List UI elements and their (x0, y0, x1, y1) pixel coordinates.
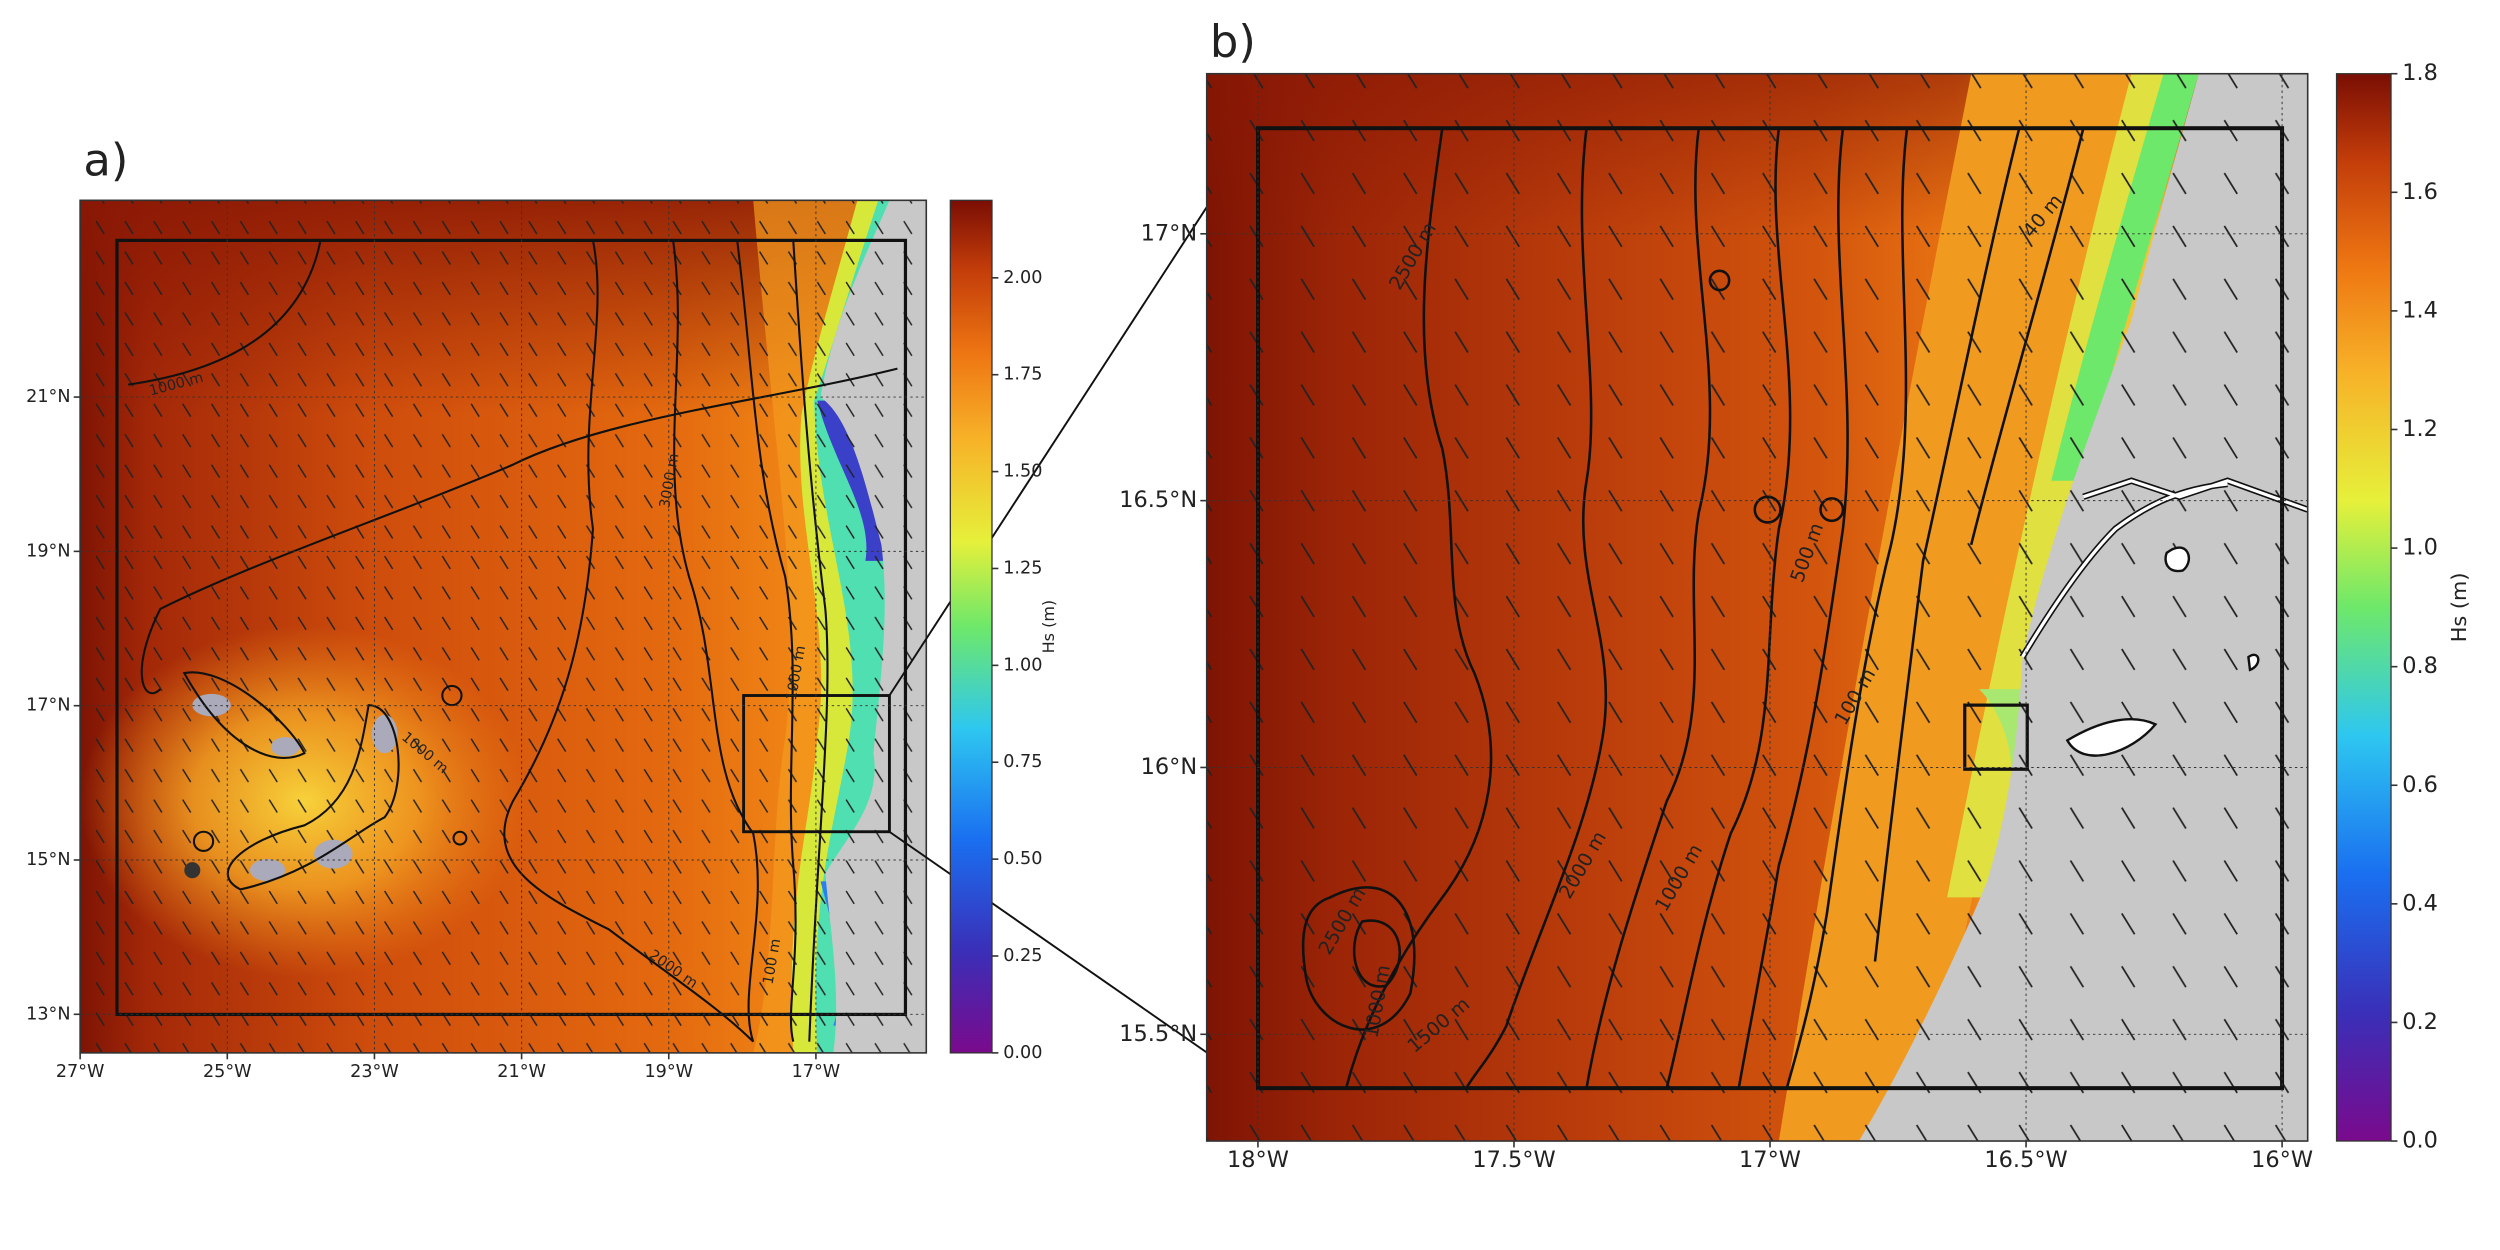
colorbar (949, 199, 993, 1054)
y-tick-label: 15.5°N (1119, 1021, 1197, 1047)
inset-box (1963, 703, 2029, 771)
colorbar-tick-label: 0.4 (2402, 890, 2438, 916)
x-tick-label: 16°W (2251, 1147, 2313, 1173)
zoom-line (888, 127, 1259, 697)
y-tick-label: 16°N (1141, 754, 1198, 780)
colorbar-tick-label: 1.4 (2402, 297, 2438, 323)
colorbar-tick-label: 1.2 (2402, 416, 2438, 442)
colorbar-tick-label: 1.8 (2402, 60, 2438, 86)
colorbar-tick-label: 1.25 (1003, 558, 1042, 578)
colorbar (2335, 73, 2392, 1142)
colorbar-tick-label: 0.25 (1003, 946, 1042, 966)
y-tick-label: 19°N (26, 541, 70, 561)
colorbar-tick-label: 1.50 (1003, 462, 1042, 482)
colorbar-tick-label: 0.00 (1003, 1043, 1042, 1063)
y-tick-label: 13°N (26, 1004, 70, 1024)
map-a (80, 200, 927, 1053)
map-frame (1205, 72, 2309, 1142)
x-tick-label: 23°W (350, 1062, 399, 1082)
zoom-line (888, 830, 1259, 1089)
colorbar-tick-label: 0.8 (2402, 653, 2438, 679)
x-tick-label: 27°W (56, 1062, 105, 1082)
contour-label: 100 m (761, 937, 785, 985)
islands (184, 693, 398, 882)
domain-box (115, 238, 908, 1017)
y-tick-label: 16.5°N (1119, 487, 1197, 513)
inset-box (742, 694, 891, 834)
y-tick-label: 17°N (26, 696, 70, 716)
x-tick-label: 19°W (644, 1062, 693, 1082)
x-tick-label: 18°W (1227, 1147, 1289, 1173)
x-tick-label: 25°W (203, 1062, 252, 1082)
x-tick-label: 21°W (497, 1062, 546, 1082)
colorbar-tick-label: 0.2 (2402, 1009, 2438, 1035)
y-tick-label: 15°N (26, 850, 70, 870)
colorbar-tick-label: 0.6 (2402, 772, 2438, 798)
map-frame (79, 199, 928, 1054)
x-tick-label: 16.5°W (1984, 1147, 2067, 1173)
colorbar-tick-label: 1.0 (2402, 535, 2438, 561)
x-tick-label: 17.5°W (1472, 1147, 1555, 1173)
x-tick-label: 17°W (1739, 1147, 1801, 1173)
colorbar-tick-label: 0.50 (1003, 849, 1042, 869)
wind-arrows (1206, 73, 2308, 1142)
colorbar-label: Hs (m) (1039, 600, 1058, 654)
y-tick-label: 17°N (1141, 220, 1198, 246)
colorbar-tick-label: 1.75 (1003, 365, 1042, 385)
colorbar-tick-label: 1.00 (1003, 655, 1042, 675)
colorbar-tick-label: 0.0 (2402, 1128, 2438, 1154)
colorbar-tick-label: 1.6 (2402, 179, 2438, 205)
y-tick-label: 21°N (26, 387, 70, 407)
colorbar-tick-label: 0.75 (1003, 752, 1042, 772)
colorbar-label: Hs (m) (2447, 573, 2471, 643)
contours (1301, 127, 2308, 1089)
colorbar-tick-label: 2.00 (1003, 268, 1042, 288)
map-b (1206, 73, 2308, 1142)
panel-label: a) (83, 133, 128, 186)
x-tick-label: 17°W (792, 1062, 841, 1082)
panel-label: b) (1210, 15, 1256, 68)
wind-arrows (80, 200, 927, 1053)
